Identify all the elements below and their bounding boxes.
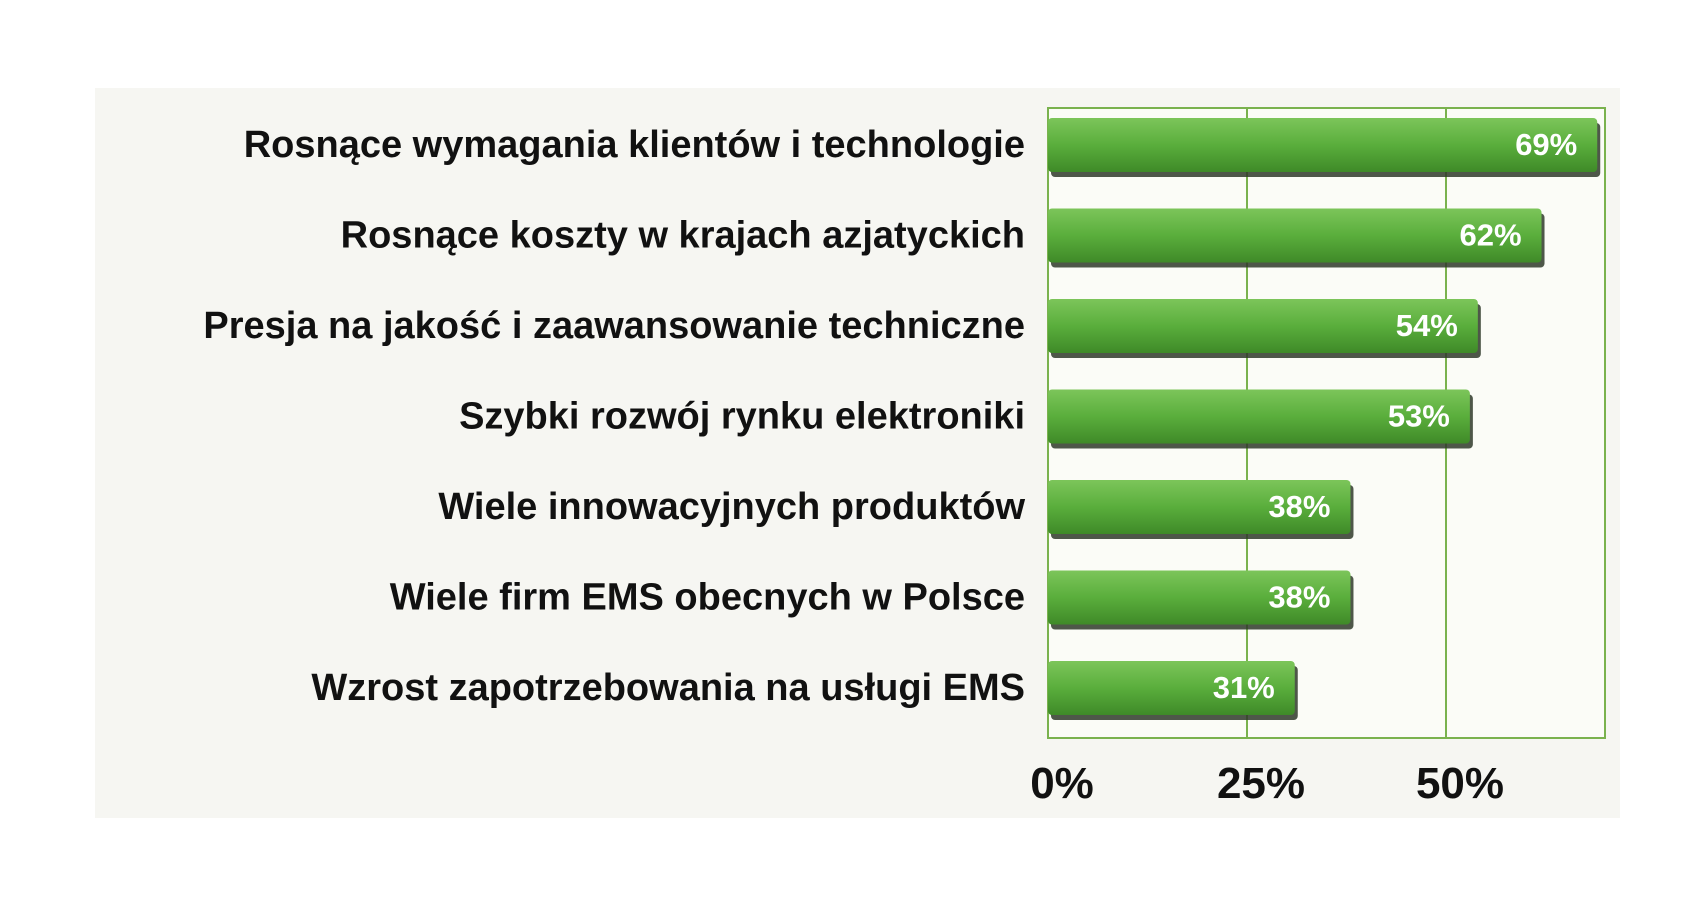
bar	[1048, 208, 1542, 263]
category-label: Wzrost zapotrzebowania na usługi EMS	[311, 667, 1025, 709]
bar-group: 54%	[1048, 299, 1481, 358]
bar-value-label: 31%	[1213, 670, 1275, 705]
bar	[1048, 389, 1470, 444]
x-tick-label: 25%	[1217, 759, 1305, 808]
bar-value-label: 62%	[1459, 218, 1521, 253]
bar-group: 31%	[1048, 661, 1298, 720]
x-axis-ticks: 0% 25% 50%	[1030, 759, 1504, 808]
bar	[1048, 661, 1295, 715]
category-labels: Rosnące wymagania klientów i technologie…	[203, 124, 1025, 709]
category-label: Presja na jakość i zaawansowanie technic…	[203, 305, 1025, 347]
bar-group: 62%	[1048, 208, 1545, 268]
bars: 69% 62% 54% 53% 38% 38% 31%	[1048, 118, 1601, 720]
bar-value-label: 53%	[1388, 399, 1450, 434]
bar-value-label: 38%	[1268, 580, 1330, 615]
bar	[1048, 118, 1598, 172]
bar-value-label: 38%	[1268, 489, 1330, 524]
bar-value-label: 54%	[1396, 308, 1458, 343]
category-label: Rosnące koszty w krajach azjatyckich	[341, 215, 1025, 257]
x-tick-label: 0%	[1030, 759, 1094, 808]
category-label: Wiele firm EMS obecnych w Polsce	[390, 577, 1025, 619]
bar-group: 69%	[1048, 118, 1601, 177]
bar-value-label: 69%	[1515, 127, 1577, 162]
category-label: Rosnące wymagania klientów i technologie	[244, 124, 1025, 166]
bar	[1048, 570, 1351, 625]
category-label: Wiele innowacyjnych produktów	[438, 486, 1025, 528]
bar-group: 38%	[1048, 480, 1354, 539]
bar-group: 38%	[1048, 570, 1354, 630]
bar	[1048, 299, 1478, 353]
x-tick-label: 50%	[1416, 759, 1504, 808]
bar-group: 53%	[1048, 389, 1473, 449]
category-label: Szybki rozwój rynku elektroniki	[459, 396, 1025, 438]
bar	[1048, 480, 1351, 534]
